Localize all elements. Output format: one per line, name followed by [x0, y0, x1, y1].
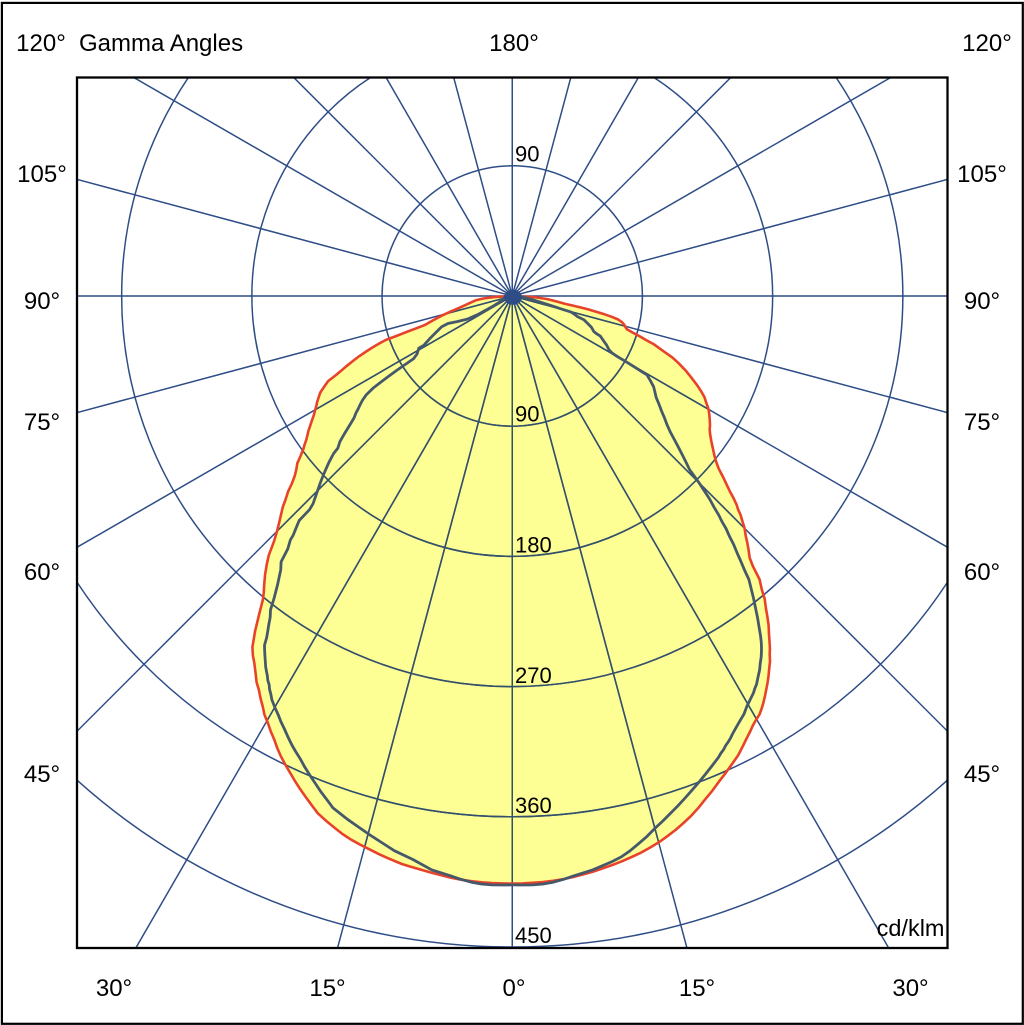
svg-text:105°: 105°	[957, 161, 1007, 188]
svg-text:30°: 30°	[96, 975, 132, 1002]
svg-text:75°: 75°	[24, 409, 60, 436]
svg-text:15°: 15°	[309, 975, 345, 1002]
svg-text:360: 360	[515, 793, 552, 818]
svg-text:180: 180	[515, 533, 552, 558]
svg-text:105°: 105°	[17, 161, 67, 188]
svg-text:60°: 60°	[964, 559, 1000, 586]
svg-text:90: 90	[515, 402, 539, 427]
svg-text:60°: 60°	[24, 559, 60, 586]
svg-text:30°: 30°	[892, 975, 928, 1002]
svg-text:180°: 180°	[489, 30, 539, 57]
svg-text:90°: 90°	[964, 288, 1000, 315]
svg-text:90°: 90°	[24, 288, 60, 315]
svg-text:90: 90	[515, 142, 539, 167]
svg-text:75°: 75°	[964, 409, 1000, 436]
svg-text:15°: 15°	[679, 975, 715, 1002]
svg-text:45°: 45°	[24, 761, 60, 788]
svg-text:0°: 0°	[503, 975, 526, 1002]
svg-text:450: 450	[515, 923, 552, 948]
svg-text:270: 270	[515, 663, 552, 688]
svg-text:Gamma Angles: Gamma Angles	[79, 30, 243, 57]
svg-text:120°: 120°	[962, 30, 1012, 57]
svg-text:45°: 45°	[964, 761, 1000, 788]
svg-text:120°: 120°	[16, 30, 66, 57]
svg-text:cd/klm: cd/klm	[877, 915, 945, 941]
